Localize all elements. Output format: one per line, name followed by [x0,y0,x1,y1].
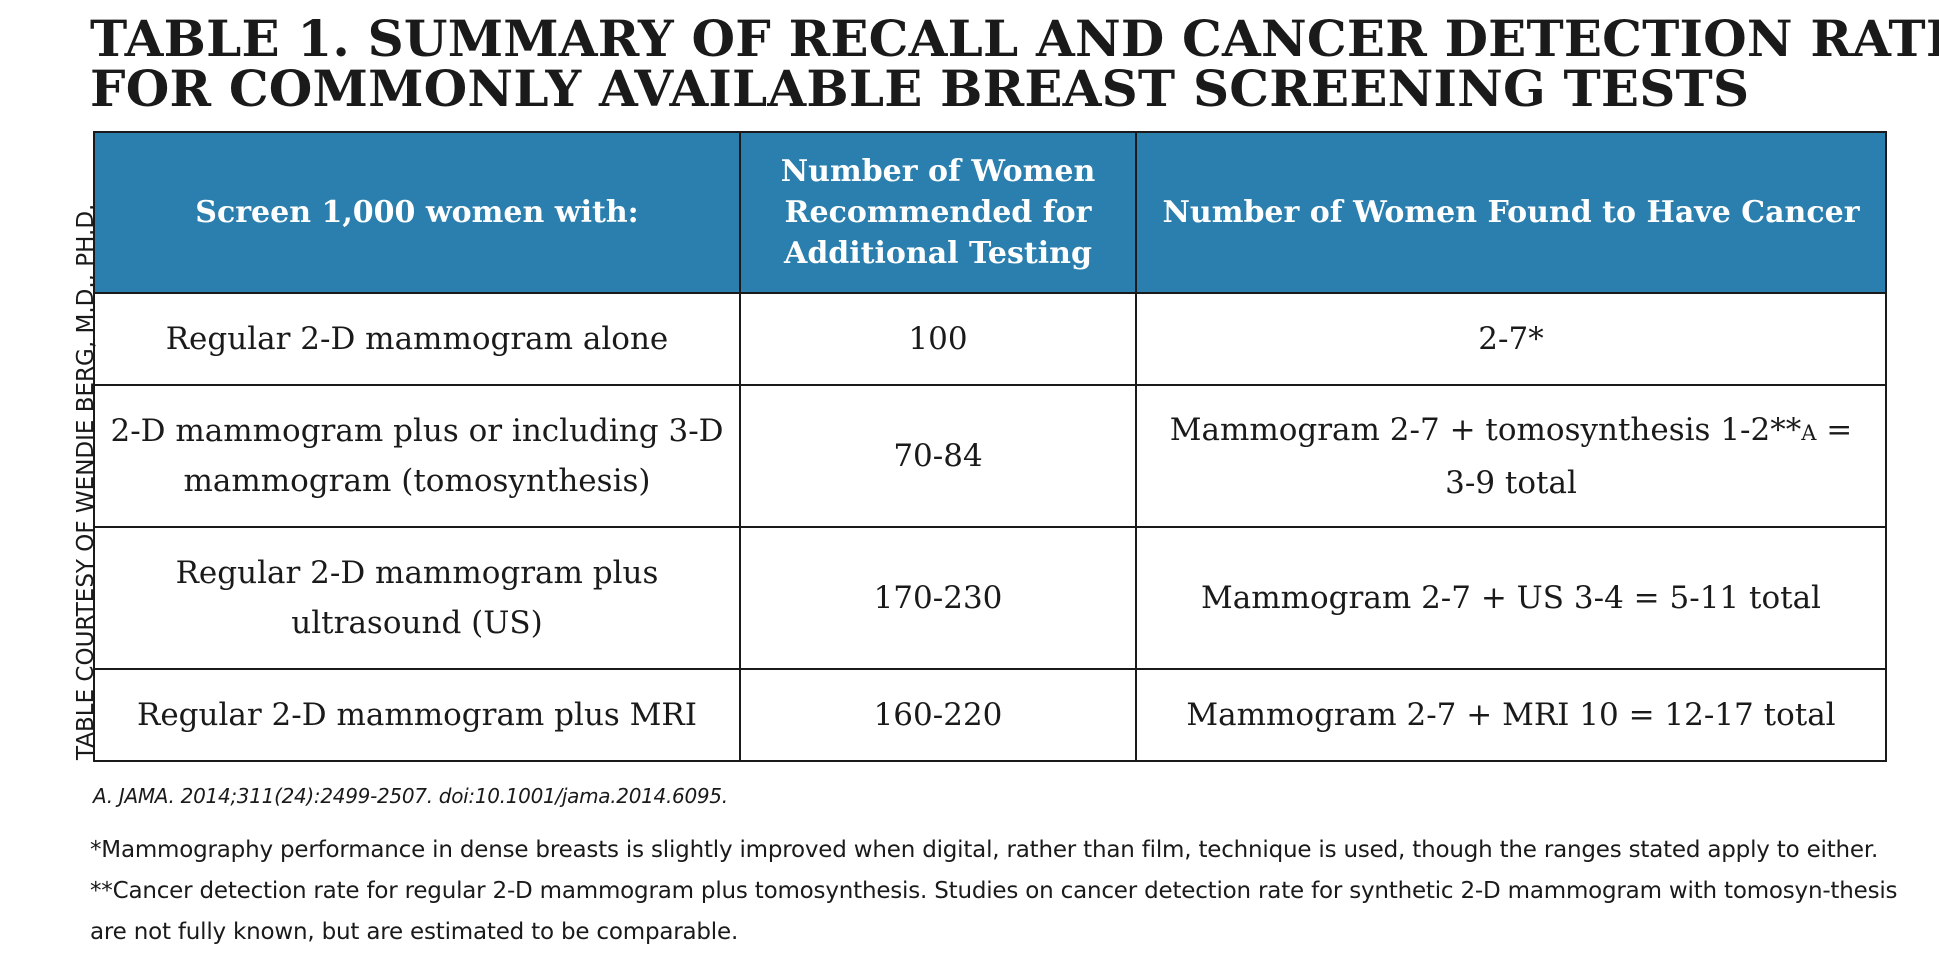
cell-cancer-main: Mammogram 2-7 + tomosynthesis 1-2** [1169,411,1802,448]
cell-cancer: Mammogram 2-7 + MRI 10 = 12-17 total [1135,668,1887,762]
cell-cancer: Mammogram 2-7 + US 3-4 = 5-11 total [1135,526,1887,670]
title-line-1: TABLE 1. SUMMARY OF RECALL AND CANCER DE… [90,9,1939,68]
cell-test: Regular 2-D mammogram alone [93,292,741,386]
cell-test: 2-D mammogram plus or including 3-D mamm… [93,384,741,528]
footnotes: *Mammography performance in dense breast… [90,830,1915,953]
cell-cancer: Mammogram 2-7 + tomosynthesis 1-2**A = 3… [1135,384,1887,528]
footnote-2: **Cancer detection rate for regular 2-D … [90,878,1898,945]
header-cancer: Number of Women Found to Have Cancer [1135,131,1887,294]
table-row: Regular 2-D mammogram plus ultrasound (U… [93,526,1887,670]
cell-recalled: 100 [739,292,1137,386]
cell-recalled: 170-230 [739,526,1137,670]
cell-cancer-total: = 3-9 total [1445,411,1853,501]
cell-test: Regular 2-D mammogram plus MRI [93,668,741,762]
cell-recalled: 160-220 [739,668,1137,762]
cell-recalled: 70-84 [739,384,1137,528]
footnote-1: *Mammography performance in dense breast… [90,837,1879,863]
cell-cancer: 2-7* [1135,292,1887,386]
table-row: Regular 2-D mammogram alone 100 2-7* [93,292,1887,386]
table-header-row: Screen 1,000 women with: Number of Women… [93,131,1887,294]
page-title: TABLE 1. SUMMARY OF RECALL AND CANCER DE… [90,9,1939,118]
title-line-2: FOR COMMONLY AVAILABLE BREAST SCREENING … [90,59,1750,118]
citation-marker: A [1801,420,1817,445]
header-recalled: Number of Women Recommended for Addition… [739,131,1137,294]
citation: A. JAMA. 2014;311(24):2499-2507. doi:10.… [93,784,728,808]
header-screen: Screen 1,000 women with: [93,131,741,294]
summary-table: Screen 1,000 women with: Number of Women… [93,131,1887,762]
table-row: Regular 2-D mammogram plus MRI 160-220 M… [93,668,1887,762]
table-row: 2-D mammogram plus or including 3-D mamm… [93,384,1887,528]
cell-test: Regular 2-D mammogram plus ultrasound (U… [93,526,741,670]
